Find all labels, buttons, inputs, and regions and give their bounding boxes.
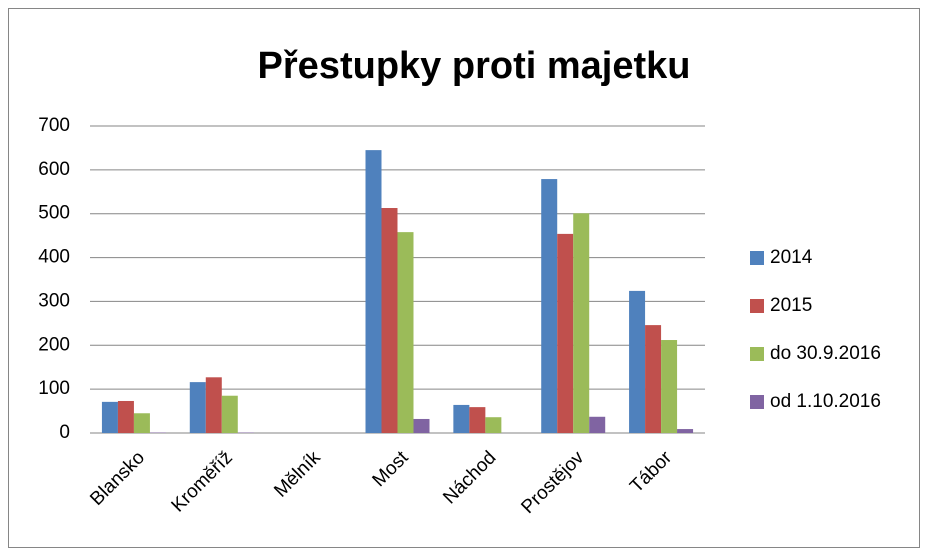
legend-swatch <box>750 299 764 313</box>
y-tick-label: 200 <box>38 334 70 355</box>
y-tick-label: 100 <box>38 378 70 399</box>
bar <box>413 418 430 433</box>
legend-label: od 1.10.2016 <box>770 391 881 412</box>
bar <box>397 232 414 433</box>
bar <box>205 377 222 433</box>
chart-frame <box>8 8 920 548</box>
bar <box>589 416 606 433</box>
legend-label: 2015 <box>770 295 812 316</box>
bar <box>677 429 694 433</box>
y-tick-label: 400 <box>38 247 70 268</box>
y-tick-label: 700 <box>38 115 70 136</box>
y-tick-label: 300 <box>38 290 70 311</box>
bar <box>189 382 206 433</box>
bar <box>381 208 398 433</box>
legend-swatch <box>750 251 764 265</box>
bar <box>661 340 678 433</box>
y-tick-label: 0 <box>59 422 70 443</box>
bar <box>645 325 662 433</box>
bar <box>573 213 590 433</box>
legend-swatch <box>750 395 764 409</box>
bar <box>469 407 486 433</box>
bar <box>541 179 558 433</box>
legend-label: do 30.9.2016 <box>770 343 881 364</box>
bar <box>629 290 646 433</box>
chart-title: Přestupky proti majetku <box>258 45 691 87</box>
bar <box>453 404 470 433</box>
legend-label: 2014 <box>770 247 813 268</box>
y-tick-label: 500 <box>38 203 70 224</box>
bar <box>117 400 134 433</box>
bar <box>365 150 382 433</box>
legend-swatch <box>750 347 764 361</box>
bar <box>133 413 150 433</box>
bar <box>101 401 118 433</box>
bar <box>221 395 238 433</box>
bar <box>485 417 502 433</box>
y-tick-label: 600 <box>38 159 70 180</box>
bar <box>557 233 574 433</box>
